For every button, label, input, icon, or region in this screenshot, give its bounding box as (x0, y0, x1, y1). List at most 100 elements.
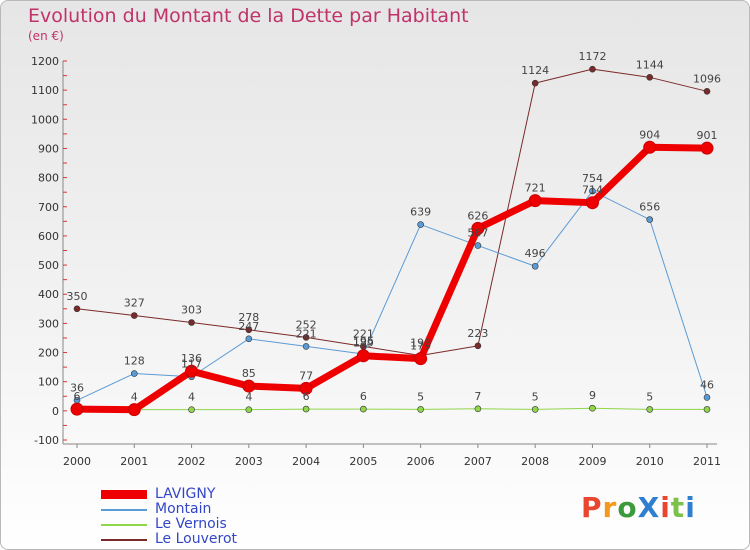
series-line-lavigny (73, 143, 711, 414)
data-label-le-louverot: 278 (238, 311, 259, 324)
data-point-le-vernois (245, 406, 253, 413)
y-axis-ticks: -100 0 100 200 300 400 500 600 700 800 900 1000 1100… (31, 55, 59, 447)
data-label-montain: 567 (467, 227, 488, 240)
legend: LAVIGNY Montain Le Vernois Le Louverot (101, 487, 237, 547)
y-tick-label: 800 (38, 172, 59, 185)
data-label-le-louverot: 221 (353, 327, 374, 340)
y-tick-label: 900 (38, 142, 59, 155)
data-point-lavigny (70, 402, 84, 416)
data-point-lavigny (299, 381, 313, 395)
x-tick-label: 2010 (636, 455, 664, 468)
data-label-lavigny: 4 (131, 391, 138, 404)
data-point-lavigny (643, 140, 657, 154)
data-point-lavigny (585, 196, 599, 210)
data-point-le-louverot (130, 312, 138, 319)
logo-letter: i (660, 491, 671, 524)
data-label-montain: 656 (639, 201, 660, 214)
legend-item-le-vernois: Le Vernois (101, 517, 237, 532)
data-labels: 4 4 6 6 5 7 5 9 53503273032782522211902231124117… (67, 50, 722, 404)
logo-letter: P (581, 491, 603, 524)
data-point-montain (417, 221, 424, 228)
data-point-le-louverot (188, 319, 195, 326)
data-point-le-vernois (703, 406, 711, 413)
data-point-le-louverot (703, 88, 711, 95)
data-point-lavigny (356, 349, 370, 363)
data-point-le-vernois (474, 405, 482, 413)
data-point-le-louverot (245, 326, 253, 334)
unit-label: (en €) (28, 29, 64, 43)
logo-letter: o (617, 491, 638, 524)
x-tick-label: 2001 (120, 455, 148, 468)
legend-swatch-le-louverot (101, 538, 147, 541)
y-tick-label: 300 (38, 317, 59, 330)
data-label-le-louverot: 190 (410, 336, 431, 349)
y-tick-label: 100 (38, 376, 59, 389)
data-point-le-louverot (589, 65, 596, 73)
data-point-lavigny (528, 194, 542, 208)
series-lines (73, 68, 711, 414)
y-tick-label: 1100 (31, 84, 59, 97)
data-point-montain (302, 343, 310, 350)
data-label-le-louverot: 303 (181, 304, 202, 317)
data-point-montain (245, 335, 253, 343)
y-tick-label: 600 (38, 230, 59, 243)
y-tick-label: -100 (34, 434, 59, 447)
data-point-montain (130, 370, 138, 377)
series-line-le-vernois (76, 407, 708, 411)
data-label-le-vernois: 4 (245, 391, 252, 404)
data-label-le-louverot: 327 (124, 297, 145, 310)
legend-label-le-vernois: Le Vernois (155, 516, 227, 532)
data-label-le-vernois: 6 (303, 390, 310, 403)
data-point-lavigny (242, 379, 256, 393)
legend-item-lavigny: LAVIGNY (101, 487, 237, 502)
data-label-lavigny: 189 (353, 337, 374, 350)
data-label-lavigny: 179 (410, 340, 431, 353)
x-tick-label: 2003 (235, 455, 263, 468)
data-label-le-louverot: 1172 (578, 50, 606, 63)
y-tick-label: 200 (38, 347, 59, 360)
y-tick-label: 400 (38, 288, 59, 301)
axes (62, 60, 717, 445)
data-label-montain: 754 (582, 172, 603, 185)
data-label-le-louverot: 223 (467, 327, 488, 340)
y-tick-label: 500 (38, 259, 59, 272)
data-point-montain (474, 242, 482, 249)
y-tick-label: 1200 (31, 55, 59, 68)
data-point-lavigny (471, 221, 485, 235)
data-point-le-vernois (188, 406, 195, 413)
data-point-lavigny (185, 364, 199, 378)
data-label-le-louverot: 350 (67, 290, 88, 303)
data-label-lavigny: 136 (181, 352, 202, 365)
series-points (70, 65, 714, 417)
data-point-le-louverot (531, 79, 539, 87)
data-label-le-louverot: 1124 (521, 64, 549, 77)
logo-letter: i (685, 491, 696, 524)
x-tick-label: 2006 (407, 455, 435, 468)
data-label-montain: 496 (525, 247, 546, 260)
data-label-montain: 117 (181, 358, 202, 371)
data-label-le-vernois: 6 (360, 390, 367, 403)
x-tick-label: 2011 (693, 455, 721, 468)
series-line-le-louverot (76, 68, 708, 356)
data-label-lavigny: 626 (467, 209, 488, 222)
data-point-le-vernois (360, 405, 367, 413)
data-point-le-vernois (417, 406, 424, 413)
series-line-montain (76, 190, 708, 401)
data-point-lavigny (127, 403, 141, 417)
data-label-le-vernois: 7 (474, 390, 481, 403)
legend-label-lavigny: LAVIGNY (155, 486, 216, 502)
x-tick-label: 2008 (521, 455, 549, 468)
legend-label-montain: Montain (155, 501, 212, 517)
x-tick-label: 2005 (349, 455, 377, 468)
x-tick-label: 2007 (464, 455, 492, 468)
data-label-le-vernois: 5 (532, 390, 539, 403)
y-tick-label: 1000 (31, 113, 59, 126)
legend-item-montain: Montain (101, 502, 237, 517)
data-label-le-vernois: 9 (589, 389, 596, 402)
legend-label-le-louverot: Le Louverot (155, 531, 238, 547)
data-point-le-louverot (646, 74, 654, 81)
chart-title: Evolution du Montant de la Dette par Hab… (28, 5, 469, 27)
proxiti-logo: ProXiti (581, 491, 696, 524)
data-point-montain (646, 216, 654, 223)
